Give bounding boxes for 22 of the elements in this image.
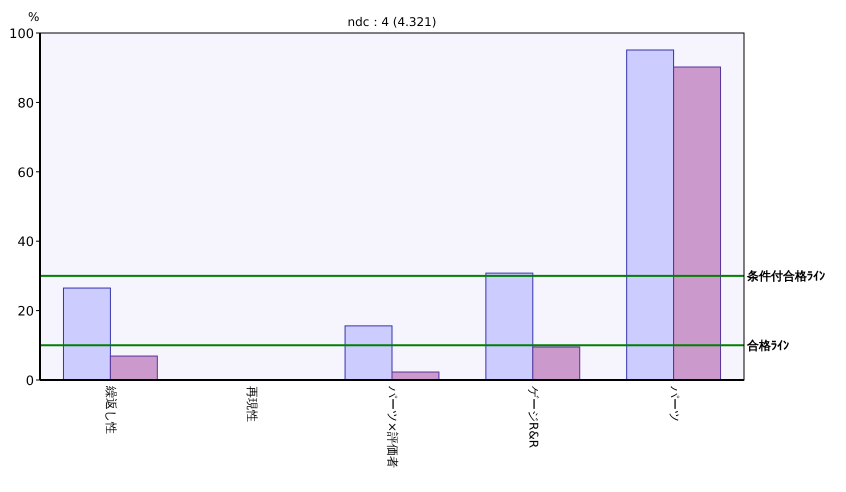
y-axis-title: % <box>28 10 40 24</box>
bar <box>110 356 158 380</box>
y-tick-label: 20 <box>17 304 34 320</box>
bar <box>344 325 392 380</box>
bar <box>532 346 580 380</box>
x-tick-label: パーツ×評価者 <box>386 385 400 468</box>
y-tick-label: 0 <box>26 374 34 389</box>
y-tick-label: 100 <box>9 27 34 42</box>
y-tick-label: 40 <box>17 235 34 250</box>
bar <box>485 272 534 380</box>
bar <box>62 288 111 380</box>
x-tick-label: 繰返し性 <box>104 385 118 434</box>
bar <box>626 50 674 380</box>
ref-line-label: 条件付合格ﾗｲﾝ <box>746 268 825 283</box>
y-tick-label: 80 <box>17 96 34 112</box>
bar <box>673 66 722 380</box>
x-tick-label: ゲージR&R <box>526 386 541 448</box>
ref-line-label: 合格ﾗｲﾝ <box>746 338 789 352</box>
y-tick-label: 60 <box>17 166 34 181</box>
chart-title: ndc：4 (4.321) <box>348 15 436 29</box>
x-tick-label: 再現性 <box>244 386 259 422</box>
x-tick-label: パーツ <box>667 385 682 422</box>
